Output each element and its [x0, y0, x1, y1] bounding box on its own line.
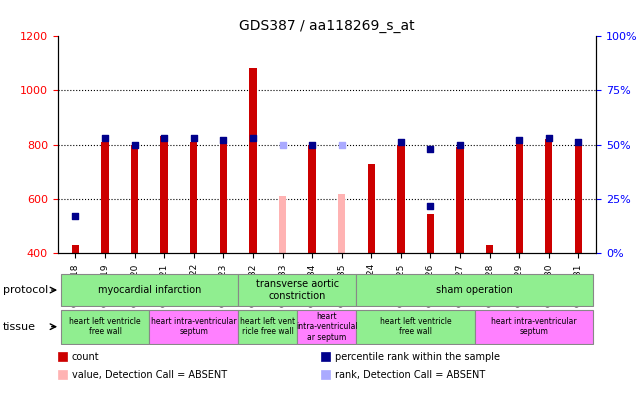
Bar — [356, 274, 593, 306]
Bar — [515, 142, 523, 253]
Text: heart left ventricle
free wall: heart left ventricle free wall — [380, 317, 451, 336]
Bar — [338, 194, 345, 253]
Bar — [101, 142, 109, 253]
Text: heart left vent
ricle free wall: heart left vent ricle free wall — [240, 317, 296, 336]
Text: protocol: protocol — [3, 285, 49, 295]
Text: heart intra-ventricular
septum: heart intra-ventricular septum — [151, 317, 237, 336]
Point — [159, 135, 169, 141]
Bar — [131, 145, 138, 253]
Bar — [238, 274, 356, 306]
Text: count: count — [72, 352, 99, 362]
Bar — [367, 164, 375, 253]
Title: GDS387 / aa118269_s_at: GDS387 / aa118269_s_at — [239, 19, 415, 33]
Point — [426, 146, 436, 152]
Bar — [58, 352, 67, 361]
Text: heart
intra-ventriculal
ar septum: heart intra-ventriculal ar septum — [296, 312, 358, 342]
Point — [71, 213, 81, 219]
Bar — [486, 245, 494, 253]
Text: heart left ventricle
free wall: heart left ventricle free wall — [69, 317, 141, 336]
Bar — [279, 196, 287, 253]
Point — [337, 141, 347, 148]
Point — [100, 135, 110, 141]
Bar — [58, 370, 67, 379]
Point — [426, 202, 436, 209]
Text: value, Detection Call = ABSENT: value, Detection Call = ABSENT — [72, 369, 227, 380]
Bar — [61, 274, 238, 306]
Bar — [456, 147, 463, 253]
Bar — [249, 68, 256, 253]
Bar — [72, 245, 79, 253]
Point — [188, 135, 199, 141]
Bar — [190, 142, 197, 253]
Text: tissue: tissue — [3, 322, 36, 332]
Bar — [238, 310, 297, 344]
Point — [573, 139, 583, 145]
Point — [455, 141, 465, 148]
Text: heart intra-ventricular
septum: heart intra-ventricular septum — [491, 317, 577, 336]
Point — [129, 141, 140, 148]
Text: sham operation: sham operation — [437, 285, 513, 295]
Bar — [61, 310, 149, 344]
Bar — [356, 310, 475, 344]
Text: percentile rank within the sample: percentile rank within the sample — [335, 352, 499, 362]
Text: myocardial infarction: myocardial infarction — [97, 285, 201, 295]
Point — [514, 137, 524, 143]
Bar — [475, 310, 593, 344]
Bar — [427, 214, 434, 253]
Bar — [308, 145, 316, 253]
Point — [307, 141, 317, 148]
Point — [218, 137, 228, 143]
Bar — [297, 310, 356, 344]
Text: transverse aortic
constriction: transverse aortic constriction — [256, 279, 339, 301]
Point — [278, 141, 288, 148]
Bar — [575, 142, 582, 253]
Bar — [220, 139, 227, 253]
Bar — [545, 139, 553, 253]
Bar — [321, 352, 330, 361]
Point — [544, 135, 554, 141]
Point — [248, 135, 258, 141]
Bar — [397, 145, 404, 253]
Bar — [321, 370, 330, 379]
Bar — [149, 310, 238, 344]
Point — [395, 139, 406, 145]
Bar — [160, 136, 168, 253]
Text: rank, Detection Call = ABSENT: rank, Detection Call = ABSENT — [335, 369, 485, 380]
